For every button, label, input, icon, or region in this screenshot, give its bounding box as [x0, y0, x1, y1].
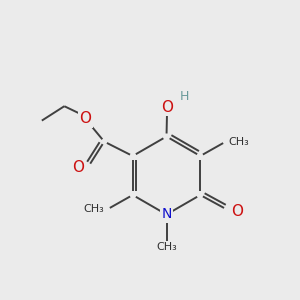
Text: CH₃: CH₃: [83, 204, 104, 214]
Text: N: N: [161, 208, 172, 221]
Text: O: O: [161, 100, 173, 115]
Text: O: O: [232, 204, 244, 219]
Text: H: H: [180, 90, 189, 104]
Text: O: O: [72, 160, 84, 175]
Text: CH₃: CH₃: [156, 242, 177, 253]
Text: O: O: [79, 111, 91, 126]
Text: CH₃: CH₃: [229, 136, 250, 147]
